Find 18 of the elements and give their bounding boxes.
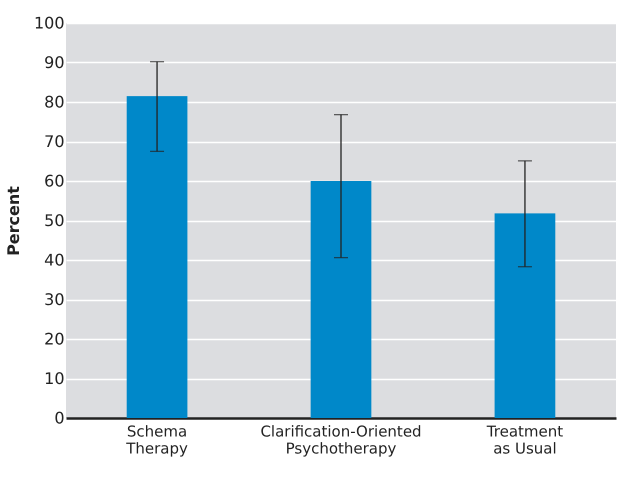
y-tick-label: 40 (44, 250, 64, 270)
bar (310, 181, 372, 418)
x-tick-label: Clarification-Oriented Psychotherapy (260, 422, 422, 458)
y-tick-label: 30 (44, 290, 64, 309)
y-tick-label: 80 (44, 92, 64, 112)
y-axis-title: Percent (4, 186, 23, 256)
x-tick-label: Schema Therapy (125, 422, 188, 458)
bar (494, 213, 556, 418)
y-tick-label: 10 (44, 369, 64, 388)
y-tick-label: 70 (44, 132, 64, 151)
y-tick-label: 100 (34, 14, 64, 32)
y-tick-label: 60 (44, 172, 64, 190)
x-tick-label: Treatment as Usual (486, 422, 564, 458)
y-tick-label: 20 (44, 330, 64, 348)
bar (126, 96, 188, 418)
y-tick-label: 50 (44, 211, 64, 230)
y-tick-label: 0 (54, 408, 64, 428)
y-tick-label: 90 (44, 53, 64, 72)
